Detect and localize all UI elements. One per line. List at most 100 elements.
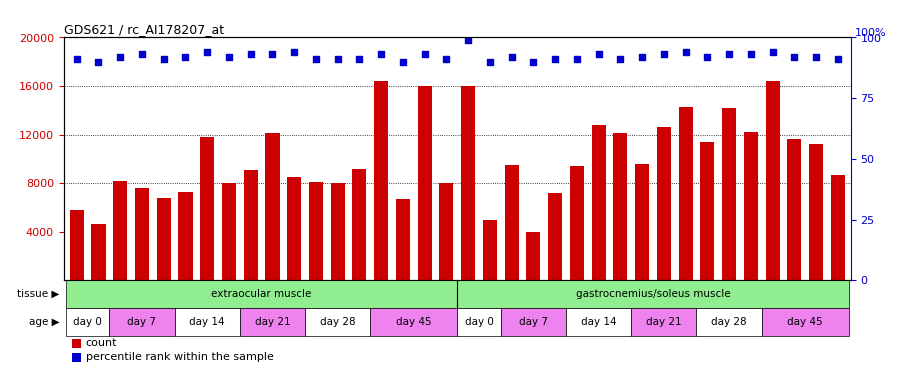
- Bar: [679, 107, 693, 280]
- Bar: [722, 108, 736, 280]
- Point: [440, 56, 454, 62]
- Text: day 14: day 14: [189, 317, 225, 327]
- Text: 100%: 100%: [854, 27, 886, 38]
- Bar: [657, 128, 671, 280]
- Point: [613, 56, 628, 62]
- Point: [722, 51, 736, 57]
- Text: day 45: day 45: [787, 317, 823, 327]
- Bar: [200, 137, 214, 280]
- Bar: [765, 81, 780, 280]
- Point: [178, 54, 193, 60]
- Bar: [91, 225, 106, 280]
- Bar: [175, 308, 240, 336]
- Bar: [743, 132, 758, 280]
- Bar: [632, 308, 696, 336]
- Bar: [504, 165, 519, 280]
- Point: [700, 54, 714, 60]
- Point: [396, 59, 410, 65]
- Bar: [570, 166, 584, 280]
- Point: [91, 59, 106, 65]
- Point: [743, 51, 758, 57]
- Bar: [66, 280, 457, 308]
- Bar: [113, 181, 127, 280]
- Bar: [457, 280, 849, 308]
- Bar: [70, 210, 84, 280]
- Point: [352, 56, 367, 62]
- Point: [526, 59, 541, 65]
- Text: gastrocnemius/soleus muscle: gastrocnemius/soleus muscle: [576, 289, 731, 299]
- Bar: [370, 308, 457, 336]
- Bar: [72, 339, 81, 348]
- Point: [831, 56, 845, 62]
- Point: [418, 51, 432, 57]
- Bar: [592, 125, 606, 280]
- Point: [504, 54, 519, 60]
- Point: [460, 37, 475, 43]
- Bar: [352, 169, 367, 280]
- Text: day 28: day 28: [712, 317, 747, 327]
- Point: [265, 51, 279, 57]
- Text: day 14: day 14: [581, 317, 616, 327]
- Bar: [266, 134, 279, 280]
- Bar: [66, 308, 109, 336]
- Bar: [72, 352, 81, 362]
- Text: percentile rank within the sample: percentile rank within the sample: [86, 352, 274, 362]
- Bar: [222, 183, 236, 280]
- Point: [113, 54, 127, 60]
- Bar: [109, 308, 175, 336]
- Bar: [330, 183, 345, 280]
- Bar: [787, 140, 802, 280]
- Bar: [308, 182, 323, 280]
- Bar: [762, 308, 849, 336]
- Point: [135, 51, 149, 57]
- Bar: [461, 86, 475, 280]
- Bar: [613, 134, 627, 280]
- Point: [157, 56, 171, 62]
- Point: [287, 49, 301, 55]
- Text: day 21: day 21: [255, 317, 290, 327]
- Point: [243, 51, 258, 57]
- Text: day 21: day 21: [646, 317, 682, 327]
- Text: age ▶: age ▶: [29, 317, 60, 327]
- Bar: [548, 193, 562, 280]
- Bar: [483, 220, 497, 280]
- Point: [809, 54, 824, 60]
- Bar: [374, 81, 389, 280]
- Text: day 7: day 7: [519, 317, 548, 327]
- Bar: [440, 183, 453, 280]
- Point: [787, 54, 802, 60]
- Point: [765, 49, 780, 55]
- Bar: [178, 192, 193, 280]
- Bar: [418, 86, 431, 280]
- Point: [657, 51, 672, 57]
- Bar: [288, 177, 301, 280]
- Point: [592, 51, 606, 57]
- Text: tissue ▶: tissue ▶: [17, 289, 60, 299]
- Text: GDS621 / rc_AI178207_at: GDS621 / rc_AI178207_at: [64, 23, 224, 36]
- Point: [548, 56, 562, 62]
- Text: count: count: [86, 339, 117, 348]
- Bar: [566, 308, 632, 336]
- Point: [200, 49, 215, 55]
- Bar: [305, 308, 370, 336]
- Text: extraocular muscle: extraocular muscle: [211, 289, 312, 299]
- Bar: [240, 308, 305, 336]
- Bar: [396, 199, 410, 280]
- Text: day 45: day 45: [396, 317, 431, 327]
- Point: [308, 56, 323, 62]
- Bar: [809, 144, 824, 280]
- Point: [222, 54, 237, 60]
- Point: [374, 51, 389, 57]
- Point: [635, 54, 650, 60]
- Bar: [526, 232, 541, 280]
- Bar: [457, 308, 500, 336]
- Bar: [701, 142, 714, 280]
- Text: day 7: day 7: [127, 317, 157, 327]
- Bar: [501, 308, 566, 336]
- Point: [678, 49, 693, 55]
- Bar: [635, 164, 649, 280]
- Point: [69, 56, 84, 62]
- Text: day 0: day 0: [465, 317, 493, 327]
- Bar: [157, 198, 171, 280]
- Point: [482, 59, 497, 65]
